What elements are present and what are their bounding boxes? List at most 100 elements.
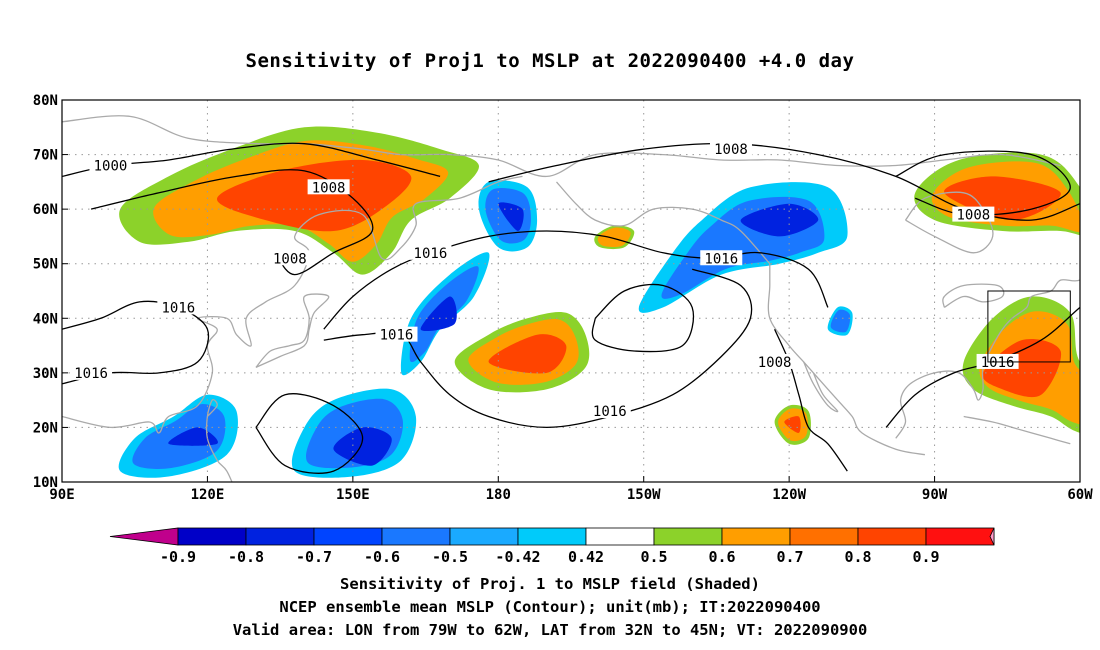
colorbar-label-9: 0.7 — [776, 548, 803, 566]
contour-label-bg-8 — [700, 250, 743, 266]
coastline-arctic-coast — [62, 115, 1061, 178]
caption-contour: NCEP ensemble mean MSLP (Contour); unit(… — [279, 598, 821, 616]
contour-label-0: 1000 — [94, 158, 128, 174]
colorbar-swatch-2 — [245, 527, 315, 546]
caption-shaded: Sensitivity of Proj. 1 to MSLP field (Sh… — [340, 575, 760, 593]
colorbar-swatch-3 — [313, 527, 383, 546]
contour-label-bg-5 — [375, 326, 418, 342]
lon-tick-label-60W: 60W — [1067, 487, 1093, 503]
colorbar-swatch-12 — [925, 527, 995, 546]
contour-label-11: 1008 — [758, 355, 792, 371]
contour-label-bg-3 — [157, 299, 200, 315]
caption-valid-area: Valid area: LON from 79W to 62W, LAT fro… — [232, 621, 868, 639]
positive-patch-pacific-core — [488, 334, 567, 374]
contour-label-12: 1016 — [981, 355, 1015, 371]
contour-label-bg-7 — [709, 141, 752, 157]
colorbar-swatch-7 — [585, 527, 655, 546]
negative-sensitivity-layer — [118, 180, 853, 478]
plot-area — [62, 100, 1080, 482]
lon-tick-label-150W: 150W — [627, 487, 661, 503]
lon-tick-label-90W: 90W — [922, 487, 948, 503]
contour-label-5: 1016 — [380, 328, 414, 344]
coastline-japan — [255, 293, 330, 368]
coastline-asia-east — [62, 175, 523, 434]
mslp-contour-1016-10 — [255, 393, 364, 474]
coastline-great-lakes — [942, 283, 1005, 308]
colorbar-over-triangle — [989, 527, 995, 546]
contour-label-2: 1008 — [273, 251, 307, 267]
lat-tick-label-60N: 60N — [33, 202, 58, 218]
colorbar-label-5: -0.42 — [495, 548, 540, 566]
contour-label-bg-2 — [268, 250, 311, 266]
latitude-axis: 80N 70N 60N 50N 40N 30N 20N 10N — [33, 93, 68, 491]
contour-label-3: 1016 — [161, 300, 195, 316]
colorbar-swatch-8 — [653, 527, 723, 546]
plot-frame — [61, 99, 1081, 483]
colorbar-label-7: 0.5 — [640, 548, 667, 566]
lon-tick-label-180: 180 — [486, 487, 511, 503]
coastline-north-america-west — [767, 263, 926, 456]
coastline-hudson — [904, 191, 994, 254]
contour-label-1: 1008 — [312, 180, 346, 196]
map-title: Sensitivity of Proj1 to MSLP at 20220904… — [245, 50, 855, 72]
lon-tick-label-90E: 90E — [49, 487, 74, 503]
coastline-caribbean — [963, 415, 1071, 445]
positive-patch-aleutian-inner — [597, 227, 631, 247]
contour-label-7: 1008 — [714, 142, 748, 158]
colorbar-swatch-1 — [177, 527, 247, 546]
coastline-alaska — [556, 181, 771, 265]
valid-area-box — [987, 290, 1071, 363]
colorbar-swatch-11 — [857, 527, 927, 546]
contour-label-bg-4 — [409, 244, 452, 260]
colorbar: -0.9 -0.8 -0.7 -0.6 -0.5 -0.42 0.42 0.5 0.6 0.7 0.… — [109, 527, 995, 566]
contour-label-bg-0 — [89, 157, 132, 173]
contour-label-bg-1 — [307, 179, 350, 195]
contour-label-9: 1008 — [956, 208, 990, 224]
colorbar-label-10: 0.8 — [844, 548, 871, 566]
lat-tick-label-50N: 50N — [33, 257, 58, 273]
mslp-contour-1008-5 — [488, 142, 1080, 221]
contour-label-bg-9 — [952, 206, 995, 222]
positive-sensitivity-layer — [119, 126, 1080, 445]
positive-patch-siberia-core — [216, 159, 412, 232]
colorbar-label-8: 0.6 — [708, 548, 735, 566]
lat-tick-label-80N: 80N — [33, 93, 58, 109]
colorbar-label-0: -0.9 — [160, 548, 196, 566]
colorbar-swatch-10 — [789, 527, 859, 546]
lat-tick-label-40N: 40N — [33, 311, 58, 327]
contour-label-bg-10 — [588, 403, 631, 419]
mslp-contour-1016-3 — [323, 230, 829, 330]
mslp-contour-1016-9 — [591, 283, 695, 353]
colorbar-label-6: 0.42 — [568, 548, 604, 566]
colorbar-swatch-6 — [517, 527, 587, 546]
negative-patch-west-us-inner — [830, 309, 851, 333]
negative-patch-south-china-core — [168, 427, 219, 446]
colorbar-label-11: 0.9 — [912, 548, 939, 566]
colorbar-label-4: -0.5 — [432, 548, 468, 566]
lon-tick-label-150E: 150E — [336, 487, 370, 503]
positive-patch-east-us-core — [982, 338, 1062, 398]
contour-label-10: 1016 — [593, 404, 627, 420]
colorbar-label-3: -0.6 — [364, 548, 400, 566]
colorbar-under-triangle — [109, 527, 179, 546]
mslp-contour-1008-7 — [774, 328, 848, 472]
mslp-contour-1016-2 — [62, 300, 210, 385]
colorbar-swatch-9 — [721, 527, 791, 546]
negative-patch-gulf-alaska-core — [740, 203, 819, 237]
contour-label-bg-6 — [70, 364, 113, 380]
contour-label-8: 1016 — [704, 251, 738, 267]
lat-tick-label-10N: 10N — [33, 475, 58, 491]
lat-tick-label-30N: 30N — [33, 366, 58, 382]
lon-tick-label-120W: 120W — [772, 487, 806, 503]
contour-label-bg-11 — [753, 353, 796, 369]
contour-label-4: 1016 — [414, 246, 448, 262]
colorbar-swatch-4 — [381, 527, 451, 546]
colorbar-label-2: -0.7 — [296, 548, 332, 566]
lat-tick-label-20N: 20N — [33, 420, 58, 436]
contour-label-6: 1016 — [74, 366, 108, 382]
mslp-contour-1008-1 — [90, 169, 374, 276]
lon-tick-label-120E: 120E — [191, 487, 225, 503]
longitude-axis: 90E 120E 150E 180 150W 120W 90W 60W — [49, 476, 1093, 503]
coastline-baja — [803, 361, 839, 413]
contour-label-layer: 1000 1008 1008 1016 1016 1016 1016 1008 1016 1008… — [70, 141, 1019, 420]
